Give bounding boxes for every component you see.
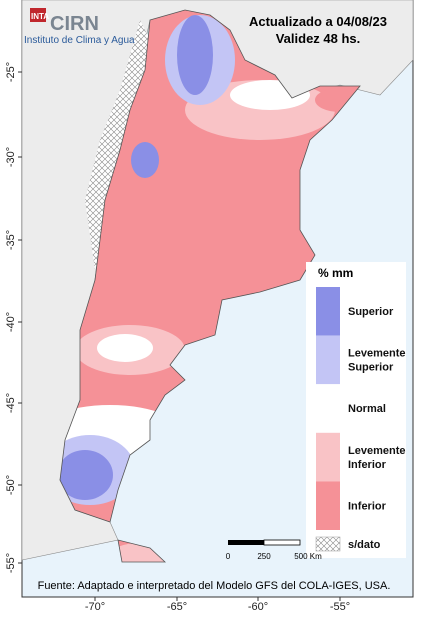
legend-swatch bbox=[316, 432, 340, 482]
brand: CIRN bbox=[50, 13, 99, 35]
scale-label: 250 bbox=[257, 552, 271, 561]
legend-swatch bbox=[316, 287, 340, 336]
logo-box bbox=[30, 8, 46, 22]
legend-label: Levemente Superior bbox=[348, 348, 405, 374]
source: Fuente: Adaptado e interpretado del Mode… bbox=[38, 580, 391, 592]
legend-swatch bbox=[316, 335, 340, 385]
lon-label: -55° bbox=[330, 601, 350, 613]
validity: Validez 48 hs. bbox=[276, 31, 361, 46]
legend-label: Normal bbox=[348, 403, 386, 415]
scale-label: 0 bbox=[226, 552, 231, 561]
nodata-swatch bbox=[315, 536, 341, 552]
lat-label: -50° bbox=[5, 475, 17, 495]
legend: Superior Levemente Superior Normal Levemente… bbox=[316, 287, 405, 530]
lat-label: -30° bbox=[5, 147, 17, 167]
scale-label: 500 Km bbox=[294, 552, 322, 561]
logo: INTA bbox=[31, 12, 49, 21]
institute: Instituto de Clima y Agua bbox=[24, 35, 135, 46]
legend-label: Levemente Inferior bbox=[348, 445, 405, 471]
legend-title: % mm bbox=[318, 266, 353, 280]
graticule-labels: -25° -30° -35° -40° -45° -50° -55° -70° -65° -60°… bbox=[5, 62, 350, 613]
legend-label: Inferior bbox=[348, 500, 387, 512]
lon-label: -60° bbox=[248, 601, 268, 613]
lat-label: -35° bbox=[5, 230, 17, 250]
lon-label: -65° bbox=[167, 601, 187, 613]
lat-label: -45° bbox=[5, 393, 17, 413]
lat-label: -25° bbox=[5, 62, 17, 82]
scale-bar bbox=[228, 540, 264, 545]
nodata-label: s/dato bbox=[348, 539, 381, 551]
lat-label: -55° bbox=[5, 553, 17, 573]
lat-label: -40° bbox=[5, 312, 17, 332]
updated: Actualizado a 04/08/23 bbox=[249, 14, 387, 29]
lon-label: -70° bbox=[85, 601, 105, 613]
legend-label: Superior bbox=[348, 306, 394, 318]
scale-bar bbox=[263, 539, 301, 546]
legend-swatch bbox=[316, 384, 340, 433]
legend-swatch bbox=[316, 481, 340, 530]
